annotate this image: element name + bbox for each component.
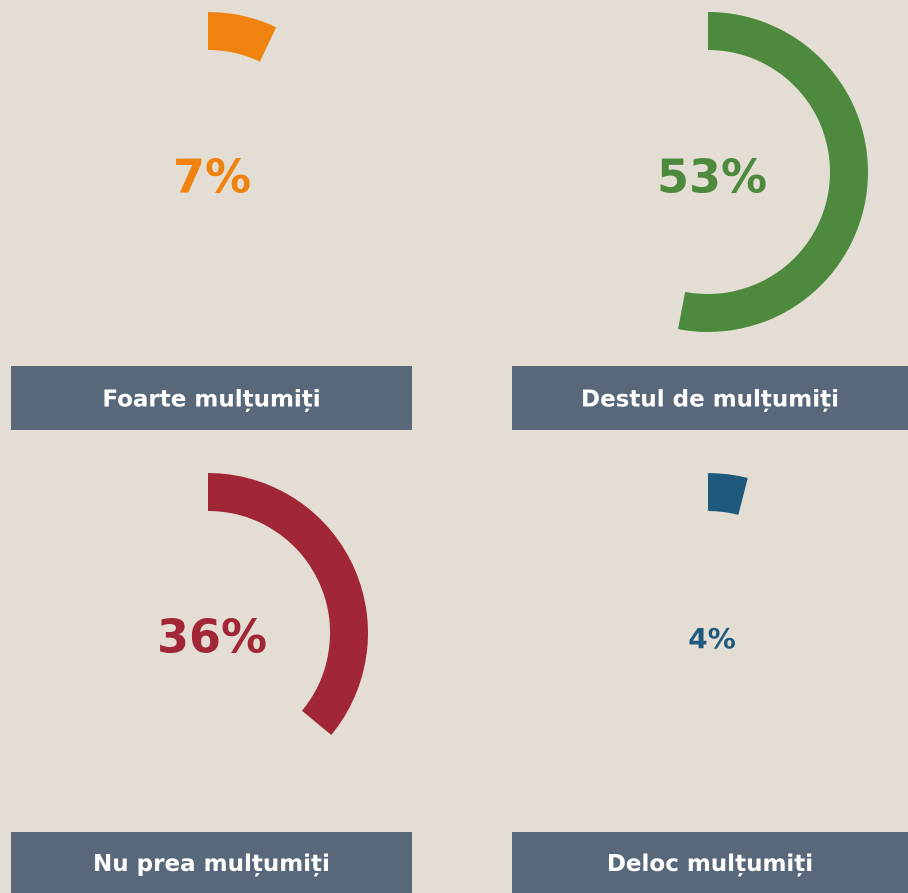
- gauge-arc: [207, 12, 277, 62]
- gauge-value-label: 36%: [157, 610, 267, 664]
- gauge-value-label: 53%: [657, 150, 767, 204]
- label-box: [11, 366, 412, 430]
- gauge-arc: [678, 12, 868, 332]
- gauge-arc: [707, 473, 748, 515]
- gauge-arc: [207, 473, 368, 735]
- label-box: [512, 366, 908, 430]
- gauge-label: Foarte mulțumiți: [102, 387, 320, 413]
- label-box: [512, 832, 908, 893]
- gauge-label: Destul de mulțumiți: [581, 387, 839, 413]
- gauge-value-label: 4%: [688, 622, 736, 655]
- label-box: [11, 832, 412, 893]
- gauge-label: Nu prea mulțumiți: [93, 851, 330, 877]
- gauge-value-label: 7%: [173, 150, 251, 204]
- gauge-label: Deloc mulțumiți: [607, 851, 813, 877]
